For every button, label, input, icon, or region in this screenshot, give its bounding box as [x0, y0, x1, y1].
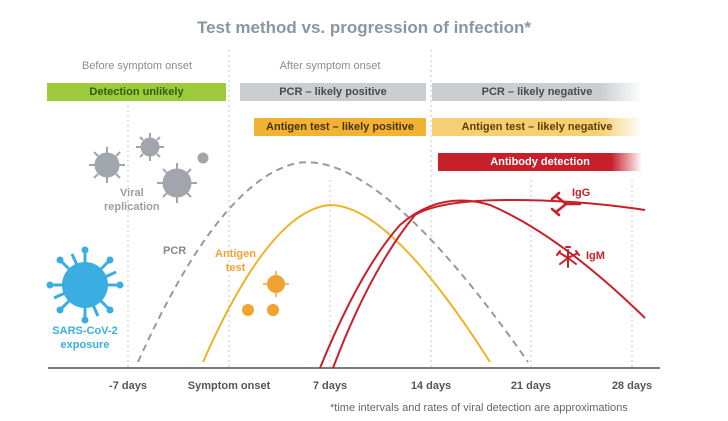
igm-curve [319, 199, 646, 369]
pcr-label: PCR [163, 245, 187, 257]
antigen-particles-icon [242, 271, 289, 316]
viral-replication-icon [89, 133, 209, 203]
bar-antigen-negative: Antigen test – likely negative [432, 118, 642, 136]
sars-cov-2-virus-icon [46, 246, 124, 324]
tick-14-days: 14 days [410, 380, 452, 392]
gridlines [127, 50, 633, 368]
igm-label: IgM [586, 250, 605, 262]
antigen-curve [202, 203, 491, 363]
igm-antibody-icon [556, 246, 580, 268]
igg-label: IgG [572, 187, 591, 199]
igg-curve [332, 198, 646, 369]
tick-symptom-onset: Symptom onset [187, 380, 271, 392]
page-title: Test method vs. progression of infection… [196, 18, 532, 37]
igg-antibody-icon [550, 191, 582, 217]
footnote: *time intervals and rates of viral detec… [330, 402, 628, 414]
bar-pcr-negative: PCR – likely negative [432, 83, 642, 101]
tick-28-days: 28 days [611, 380, 653, 392]
antigen-test-label: Antigen test [215, 248, 256, 274]
bar-pcr-positive: PCR – likely positive [240, 83, 426, 101]
bar-detection-unlikely: Detection unlikely [47, 83, 226, 101]
bar-antibody-detection: Antibody detection [438, 153, 642, 171]
phase-label-after: After symptom onset [279, 60, 381, 72]
viral-replication-label: Viral replication [104, 187, 160, 213]
tick-minus-7-days: -7 days [109, 380, 147, 392]
sars-cov-2-exposure-label: SARS-CoV-2 exposure [52, 325, 118, 351]
tick-21-days: 21 days [510, 380, 552, 392]
bar-antigen-positive: Antigen test – likely positive [254, 118, 426, 136]
phase-label-before: Before symptom onset [81, 60, 193, 72]
tick-7-days: 7 days [312, 380, 348, 392]
